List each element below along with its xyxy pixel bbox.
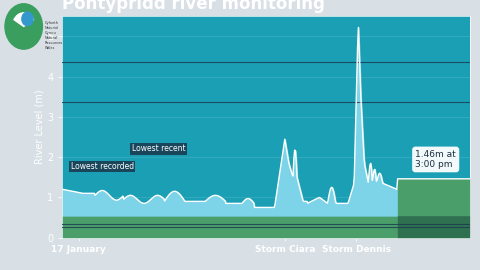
Text: Lowest recorded: Lowest recorded xyxy=(71,162,134,171)
Text: Pontypridd river monitoring: Pontypridd river monitoring xyxy=(62,0,325,13)
Circle shape xyxy=(5,4,42,49)
Text: Cyfoeth
Naturiol
Cymru
Natural
Resources
Wales: Cyfoeth Naturiol Cymru Natural Resources… xyxy=(45,21,63,50)
Text: 1.46m at
3:00 pm: 1.46m at 3:00 pm xyxy=(415,150,456,169)
Y-axis label: River Level (m): River Level (m) xyxy=(35,90,44,164)
Circle shape xyxy=(22,12,33,26)
Wedge shape xyxy=(14,13,34,26)
Text: Lowest recent: Lowest recent xyxy=(132,144,185,153)
